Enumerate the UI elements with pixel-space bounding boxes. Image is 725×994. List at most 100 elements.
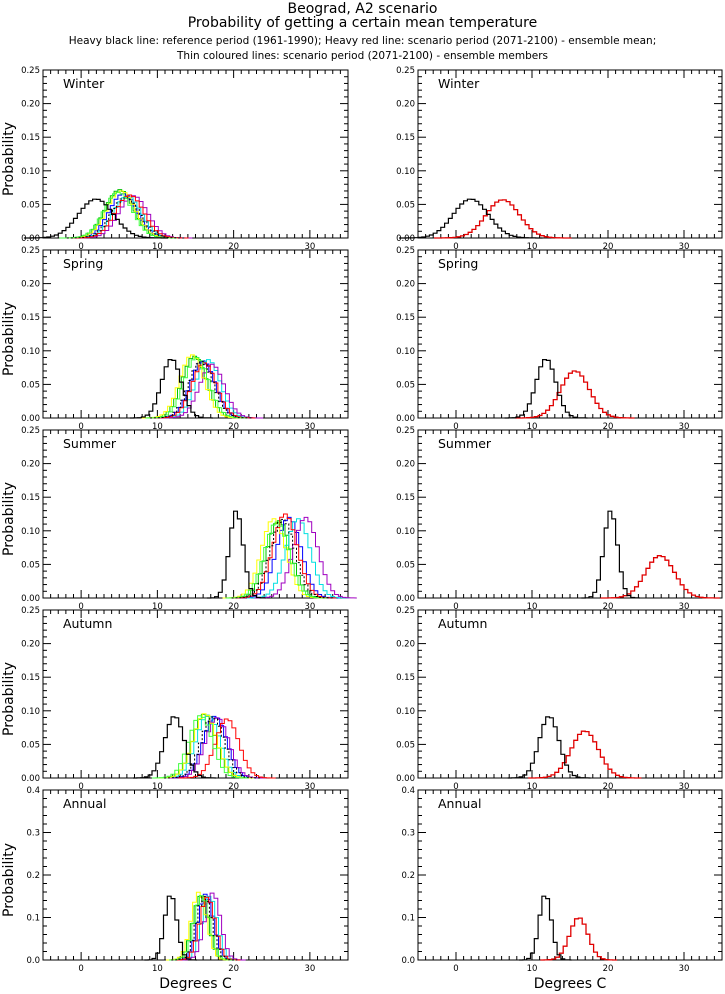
y-tick-label: 0.05 (21, 380, 40, 390)
chart-legend-line1: Heavy black line: reference period (1961… (68, 35, 657, 47)
x-tick-label: 30 (679, 602, 690, 612)
chart-legend-line2: Thin coloured lines: scenario period (20… (177, 50, 548, 62)
member-series-line (174, 896, 241, 961)
season-label: Summer (438, 436, 492, 451)
ensemble-mean-line (434, 199, 572, 239)
y-tick-label: 0.4 (401, 786, 415, 796)
season-label: Winter (63, 76, 105, 91)
x-tick-label: 30 (679, 242, 690, 252)
panel-autumn-left: 0.00 0.05 0.10 0.15 0.20 0.25 0 10 20 30 Autumn Pro… (1, 606, 349, 792)
y-tick-label: 0.3 (401, 829, 415, 839)
reference-line (399, 198, 543, 239)
x-tick-label: 30 (304, 242, 315, 252)
x-tick-label: 20 (228, 782, 239, 792)
panel-annual-right: 0.0 0.1 0.2 0.3 0.4 0 10 20 30 Annual (401, 786, 723, 974)
member-series-line (150, 361, 253, 419)
y-tick-label: 0.3 (26, 829, 40, 839)
x-tick-label: 10 (152, 242, 163, 252)
x-tick-label: 0 (453, 422, 458, 432)
y-tick-label: 0.20 (21, 280, 40, 290)
y-tick-label: 0.2 (401, 871, 415, 881)
y-tick-label: 0.10 (396, 527, 415, 537)
x-tick-label: 0 (78, 964, 83, 974)
member-series-line (151, 715, 249, 779)
y-tick-label: 0.15 (396, 133, 415, 143)
x-tick-label: 30 (679, 782, 690, 792)
panel-annual-left: 0.0 0.1 0.2 0.3 0.4 0 10 20 30 Annual Probability (1, 786, 349, 974)
member-series-line (156, 713, 254, 779)
member-series-line (231, 518, 335, 599)
y-tick-label: 0.05 (396, 560, 415, 570)
member-series-line (254, 516, 357, 599)
x-tick-label: 10 (152, 602, 163, 612)
y-tick-label: 0.10 (21, 347, 40, 357)
reference-line (144, 895, 198, 961)
y-tick-label: 0.25 (21, 66, 40, 76)
x-tick-label: 20 (228, 242, 239, 252)
y-tick-label: 0.25 (21, 426, 40, 436)
y-axis-label: Probability (1, 662, 17, 736)
x-tick-label: 20 (603, 422, 614, 432)
y-tick-label: 0.20 (21, 460, 40, 470)
y-tick-label: 0.25 (396, 66, 415, 76)
x-tick-label: 20 (228, 964, 239, 974)
y-tick-label: 0.05 (21, 740, 40, 750)
season-label: Spring (63, 256, 103, 271)
x-tick-label: 10 (527, 782, 538, 792)
y-tick-label: 0.10 (21, 707, 40, 717)
y-axis-label: Probability (1, 122, 17, 196)
x-tick-label: 20 (228, 602, 239, 612)
y-tick-label: 0.15 (21, 133, 40, 143)
y-tick-label: 0.20 (21, 100, 40, 110)
y-axis-label: Probability (1, 482, 17, 556)
x-tick-label: 20 (603, 602, 614, 612)
y-tick-label: 0.10 (396, 707, 415, 717)
ensemble-mean-line (600, 555, 720, 599)
x-tick-label: 20 (603, 782, 614, 792)
y-tick-label: 0.4 (26, 786, 40, 796)
x-tick-label: 10 (152, 782, 163, 792)
y-tick-label: 0.00 (396, 774, 415, 784)
x-tick-label: 10 (527, 422, 538, 432)
panel-autumn-right: 0.00 0.05 0.10 0.15 0.20 0.25 0 10 20 30 Autumn (396, 606, 723, 792)
reference-line (581, 510, 640, 599)
x-tick-label: 30 (304, 964, 315, 974)
y-tick-label: 0.0 (401, 956, 415, 966)
y-tick-label: 0.15 (396, 313, 415, 323)
y-tick-label: 0.15 (396, 493, 415, 503)
x-tick-label: 0 (78, 242, 83, 252)
y-tick-label: 0.00 (21, 774, 40, 784)
y-tick-label: 0.00 (396, 594, 415, 604)
y-tick-label: 0.0 (26, 956, 40, 966)
member-series-line (164, 716, 262, 779)
panel-winter-left: 0.00 0.05 0.10 0.15 0.20 0.25 0 10 20 30 Winter Pro… (1, 66, 349, 252)
member-series-line (70, 194, 189, 239)
y-tick-label: 0.10 (21, 167, 40, 177)
member-series-line (165, 891, 232, 961)
y-tick-label: 0.10 (21, 527, 40, 537)
x-tick-label: 30 (304, 422, 315, 432)
y-tick-label: 0.20 (396, 100, 415, 110)
y-tick-label: 0.00 (21, 594, 40, 604)
y-tick-label: 0.00 (396, 414, 415, 424)
y-tick-label: 0.20 (396, 460, 415, 470)
member-series-line (227, 520, 331, 599)
ensemble-mean-line (528, 730, 642, 779)
plot-frame (417, 69, 723, 239)
y-tick-label: 0.10 (396, 347, 415, 357)
x-tick-label: 10 (152, 422, 163, 432)
x-tick-label: 30 (304, 602, 315, 612)
member-series-line (171, 895, 238, 961)
season-label: Autumn (438, 616, 487, 631)
plot-frame (42, 69, 349, 239)
y-tick-label: 0.05 (21, 200, 40, 210)
y-tick-label: 0.05 (21, 560, 40, 570)
y-axis-label: Probability (1, 843, 17, 917)
x-tick-label: 0 (453, 602, 458, 612)
y-tick-label: 0.20 (396, 280, 415, 290)
panel-spring-left: 0.00 0.05 0.10 0.15 0.20 0.25 0 10 20 30 Spring Pro… (1, 246, 349, 432)
season-label: Spring (438, 256, 478, 271)
season-label: Annual (438, 796, 481, 811)
season-label: Annual (63, 796, 106, 811)
